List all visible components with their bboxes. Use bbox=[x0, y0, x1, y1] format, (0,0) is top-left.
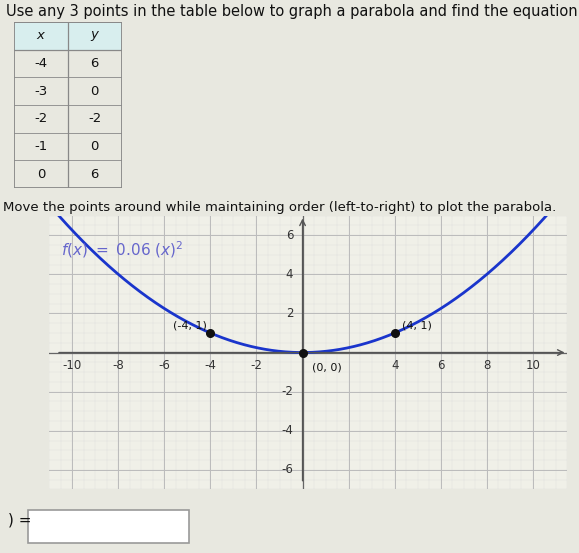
Text: 10: 10 bbox=[525, 359, 540, 372]
Text: Use any 3 points in the table below to graph a parabola and find the equation in: Use any 3 points in the table below to g… bbox=[6, 4, 579, 19]
Text: (-4, 1): (-4, 1) bbox=[173, 320, 207, 330]
Text: Move the points around while maintaining order (left-to-right) to plot the parab: Move the points around while maintaining… bbox=[3, 201, 556, 215]
Text: $y$: $y$ bbox=[90, 29, 100, 43]
Text: $\mathit{f}(x)\ =\ 0.06\ (x)^2$: $\mathit{f}(x)\ =\ 0.06\ (x)^2$ bbox=[61, 239, 184, 260]
Text: -1: -1 bbox=[35, 140, 48, 153]
Text: -4: -4 bbox=[281, 424, 294, 437]
Text: 0: 0 bbox=[91, 85, 99, 98]
Text: -10: -10 bbox=[63, 359, 82, 372]
Text: 8: 8 bbox=[483, 359, 490, 372]
Text: -6: -6 bbox=[159, 359, 170, 372]
Text: -6: -6 bbox=[281, 463, 294, 476]
Text: -4: -4 bbox=[204, 359, 217, 372]
Text: -4: -4 bbox=[35, 57, 48, 70]
Text: 0: 0 bbox=[91, 140, 99, 153]
Text: -2: -2 bbox=[88, 112, 101, 126]
Text: 0: 0 bbox=[37, 168, 45, 181]
Text: 6: 6 bbox=[91, 57, 99, 70]
Text: -2: -2 bbox=[251, 359, 262, 372]
Text: 4: 4 bbox=[286, 268, 294, 281]
Text: $x$: $x$ bbox=[36, 29, 46, 43]
Text: (4, 1): (4, 1) bbox=[402, 320, 431, 330]
Bar bbox=[14, 22, 122, 50]
Text: 4: 4 bbox=[391, 359, 398, 372]
Text: 6: 6 bbox=[437, 359, 445, 372]
Text: ) =: ) = bbox=[8, 512, 32, 528]
Text: 2: 2 bbox=[286, 307, 294, 320]
Text: 6: 6 bbox=[286, 229, 294, 242]
Text: -8: -8 bbox=[112, 359, 124, 372]
Text: (0, 0): (0, 0) bbox=[312, 362, 342, 372]
Bar bbox=[28, 510, 189, 543]
Text: -2: -2 bbox=[35, 112, 48, 126]
Text: 6: 6 bbox=[91, 168, 99, 181]
Text: -2: -2 bbox=[281, 385, 294, 398]
Text: -3: -3 bbox=[35, 85, 48, 98]
